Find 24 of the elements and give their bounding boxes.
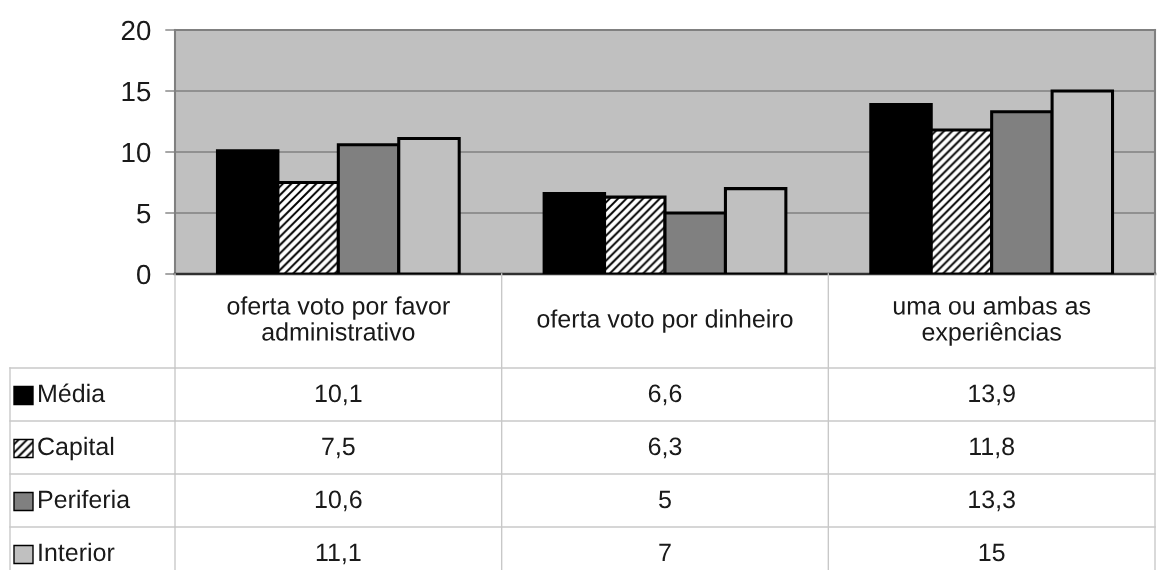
data-label: 6,3 [648, 437, 682, 459]
data-label: 10,6 [315, 490, 362, 512]
y-tick-label: 15 [122, 81, 151, 102]
x-tick-label: oferta voto por dinheiro [537, 309, 793, 333]
x-tick-label: oferta voto por favor administrativo [227, 296, 450, 341]
legend-label: Capital [38, 436, 114, 461]
y-tick-label: 10 [122, 142, 151, 163]
data-label: 13,9 [969, 384, 1015, 406]
legend-label: Periferia [39, 489, 131, 509]
data-label: 13,3 [969, 490, 1015, 512]
data-label: 15 [979, 543, 1005, 562]
data-label: 5 [659, 490, 671, 509]
data-label: 7,5 [322, 437, 355, 459]
data-label: 11,8 [970, 437, 1014, 459]
legend-label: Média [39, 383, 106, 403]
data-label: 10,1 [315, 384, 362, 406]
data-label: 7 [659, 543, 671, 561]
x-tick-label: uma ou ambas as experiências [893, 296, 1091, 346]
y-tick-label: 20 [121, 20, 151, 41]
data-label: 6,6 [648, 384, 682, 406]
y-tick-label: 0 [137, 264, 151, 285]
y-tick-label: 5 [137, 203, 151, 224]
legend-label: Interior [39, 542, 115, 562]
data-label: 11,1 [316, 543, 361, 565]
